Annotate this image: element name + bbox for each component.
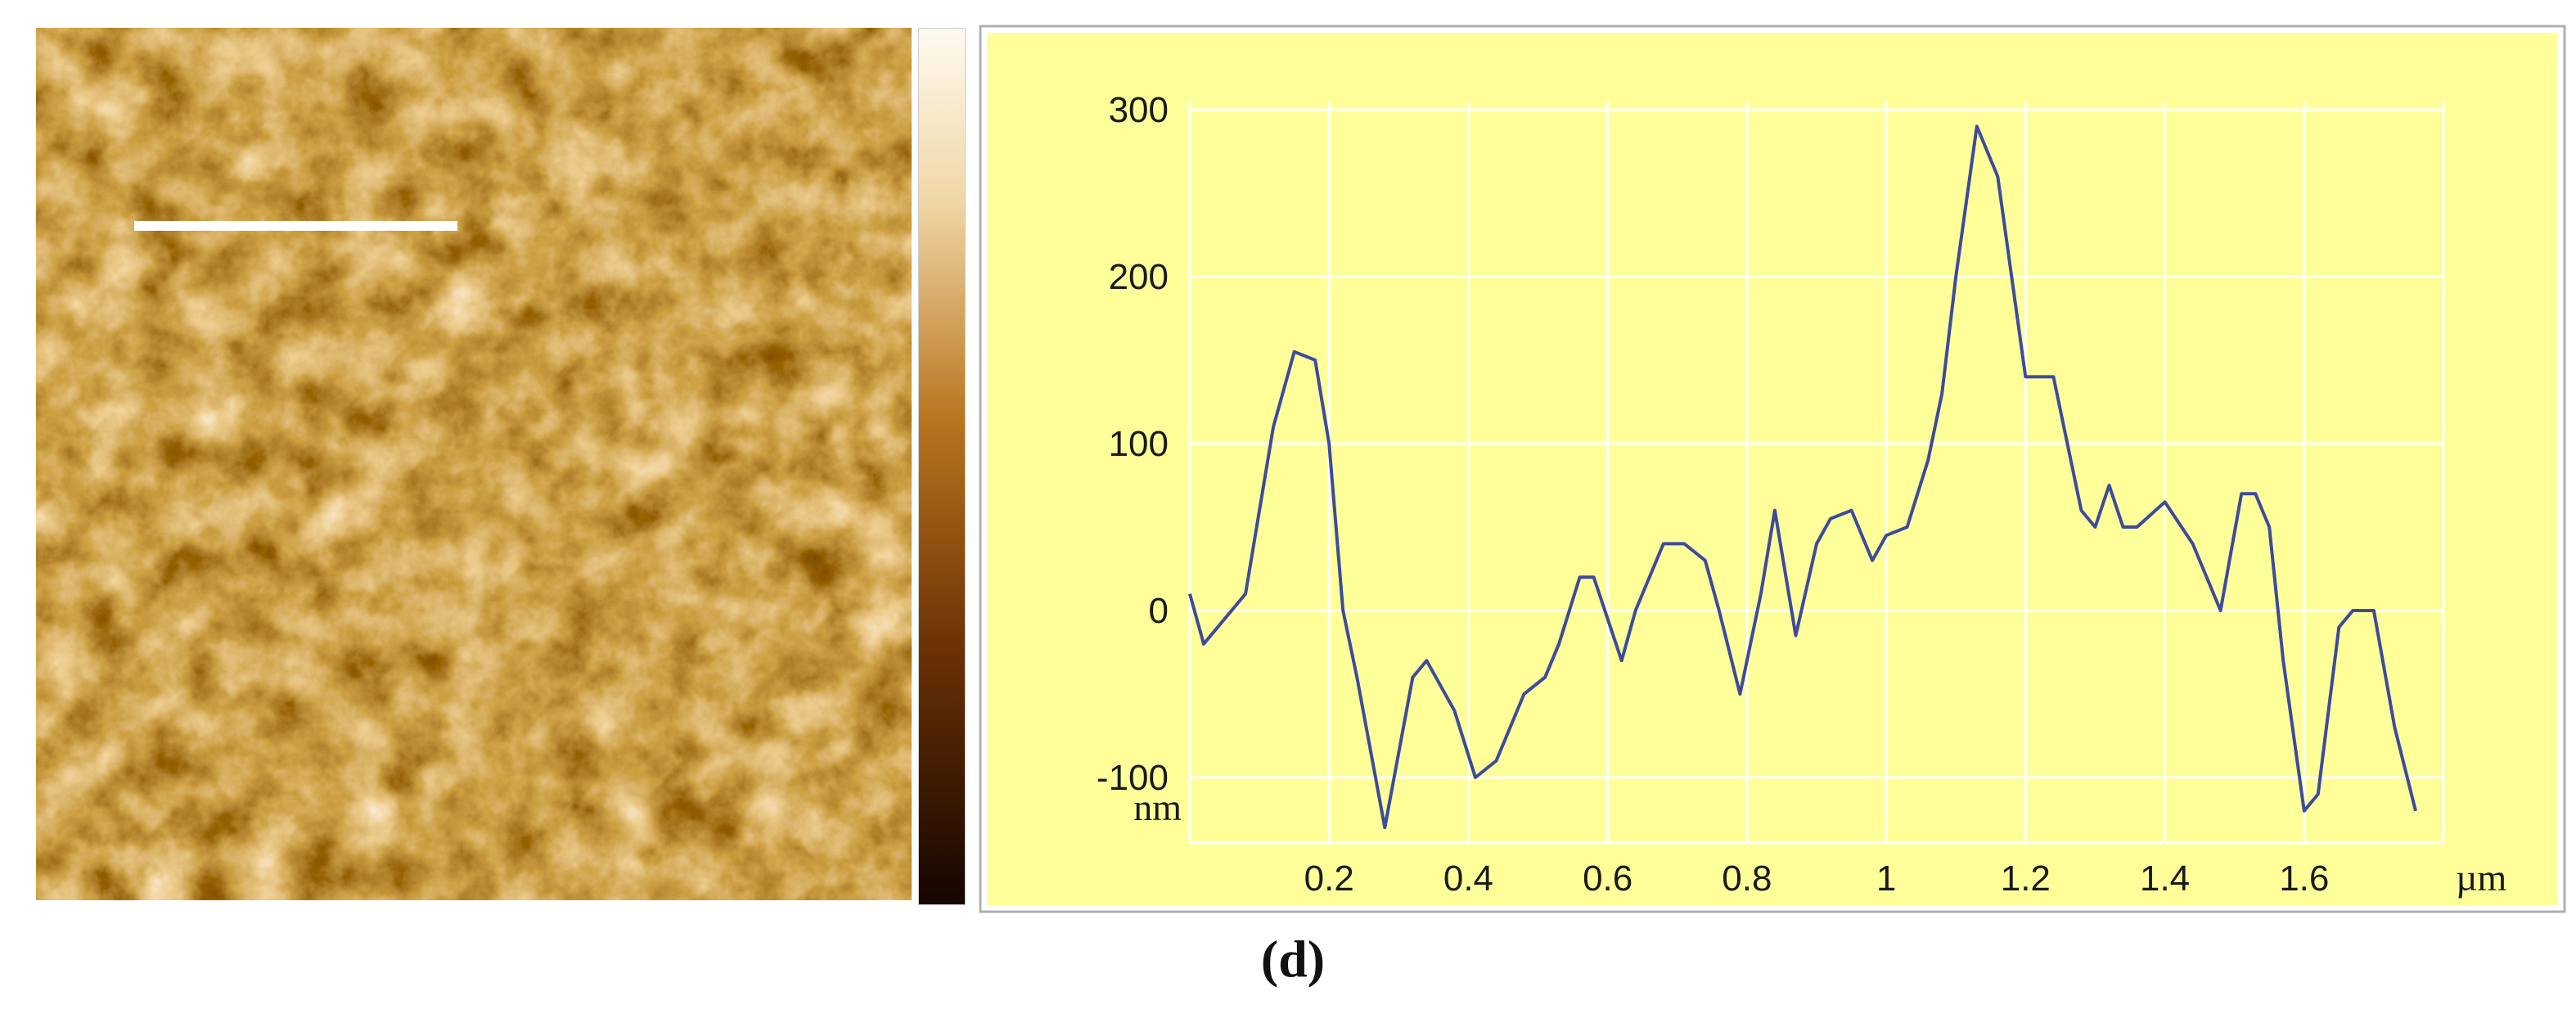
y-tick-label: 100 <box>1109 424 1169 464</box>
x-tick-label: 1.2 <box>2001 859 2051 899</box>
y-tick-label: -100 <box>1097 758 1169 798</box>
x-tick-label: 1 <box>1876 859 1896 899</box>
x-tick-label: 0.8 <box>1722 859 1772 899</box>
panel-label: (d) <box>1260 930 1326 988</box>
afm-topography-image <box>36 28 912 900</box>
x-tick-label: 1.6 <box>2279 859 2329 899</box>
plot-area <box>987 33 2558 905</box>
height-colorbar <box>918 28 966 905</box>
x-tick-label: 0.4 <box>1443 859 1493 899</box>
height-profile-chart: 300 200 100 0 -100 0.2 0.4 0.6 0.8 1 1.2 1.4 1.6 nm… <box>979 25 2566 913</box>
x-tick-label: 0.6 <box>1583 859 1633 899</box>
x-tick-label: 1.4 <box>2140 859 2190 899</box>
y-tick-label: 200 <box>1109 257 1169 297</box>
y-tick-label: 0 <box>1149 591 1169 631</box>
x-tick-label: 0.2 <box>1304 859 1354 899</box>
y-axis-unit-label: nm <box>1133 786 1182 828</box>
series-line <box>1188 124 2417 830</box>
x-axis-unit-label: µm <box>2456 857 2507 899</box>
y-tick-label: 300 <box>1109 90 1169 130</box>
